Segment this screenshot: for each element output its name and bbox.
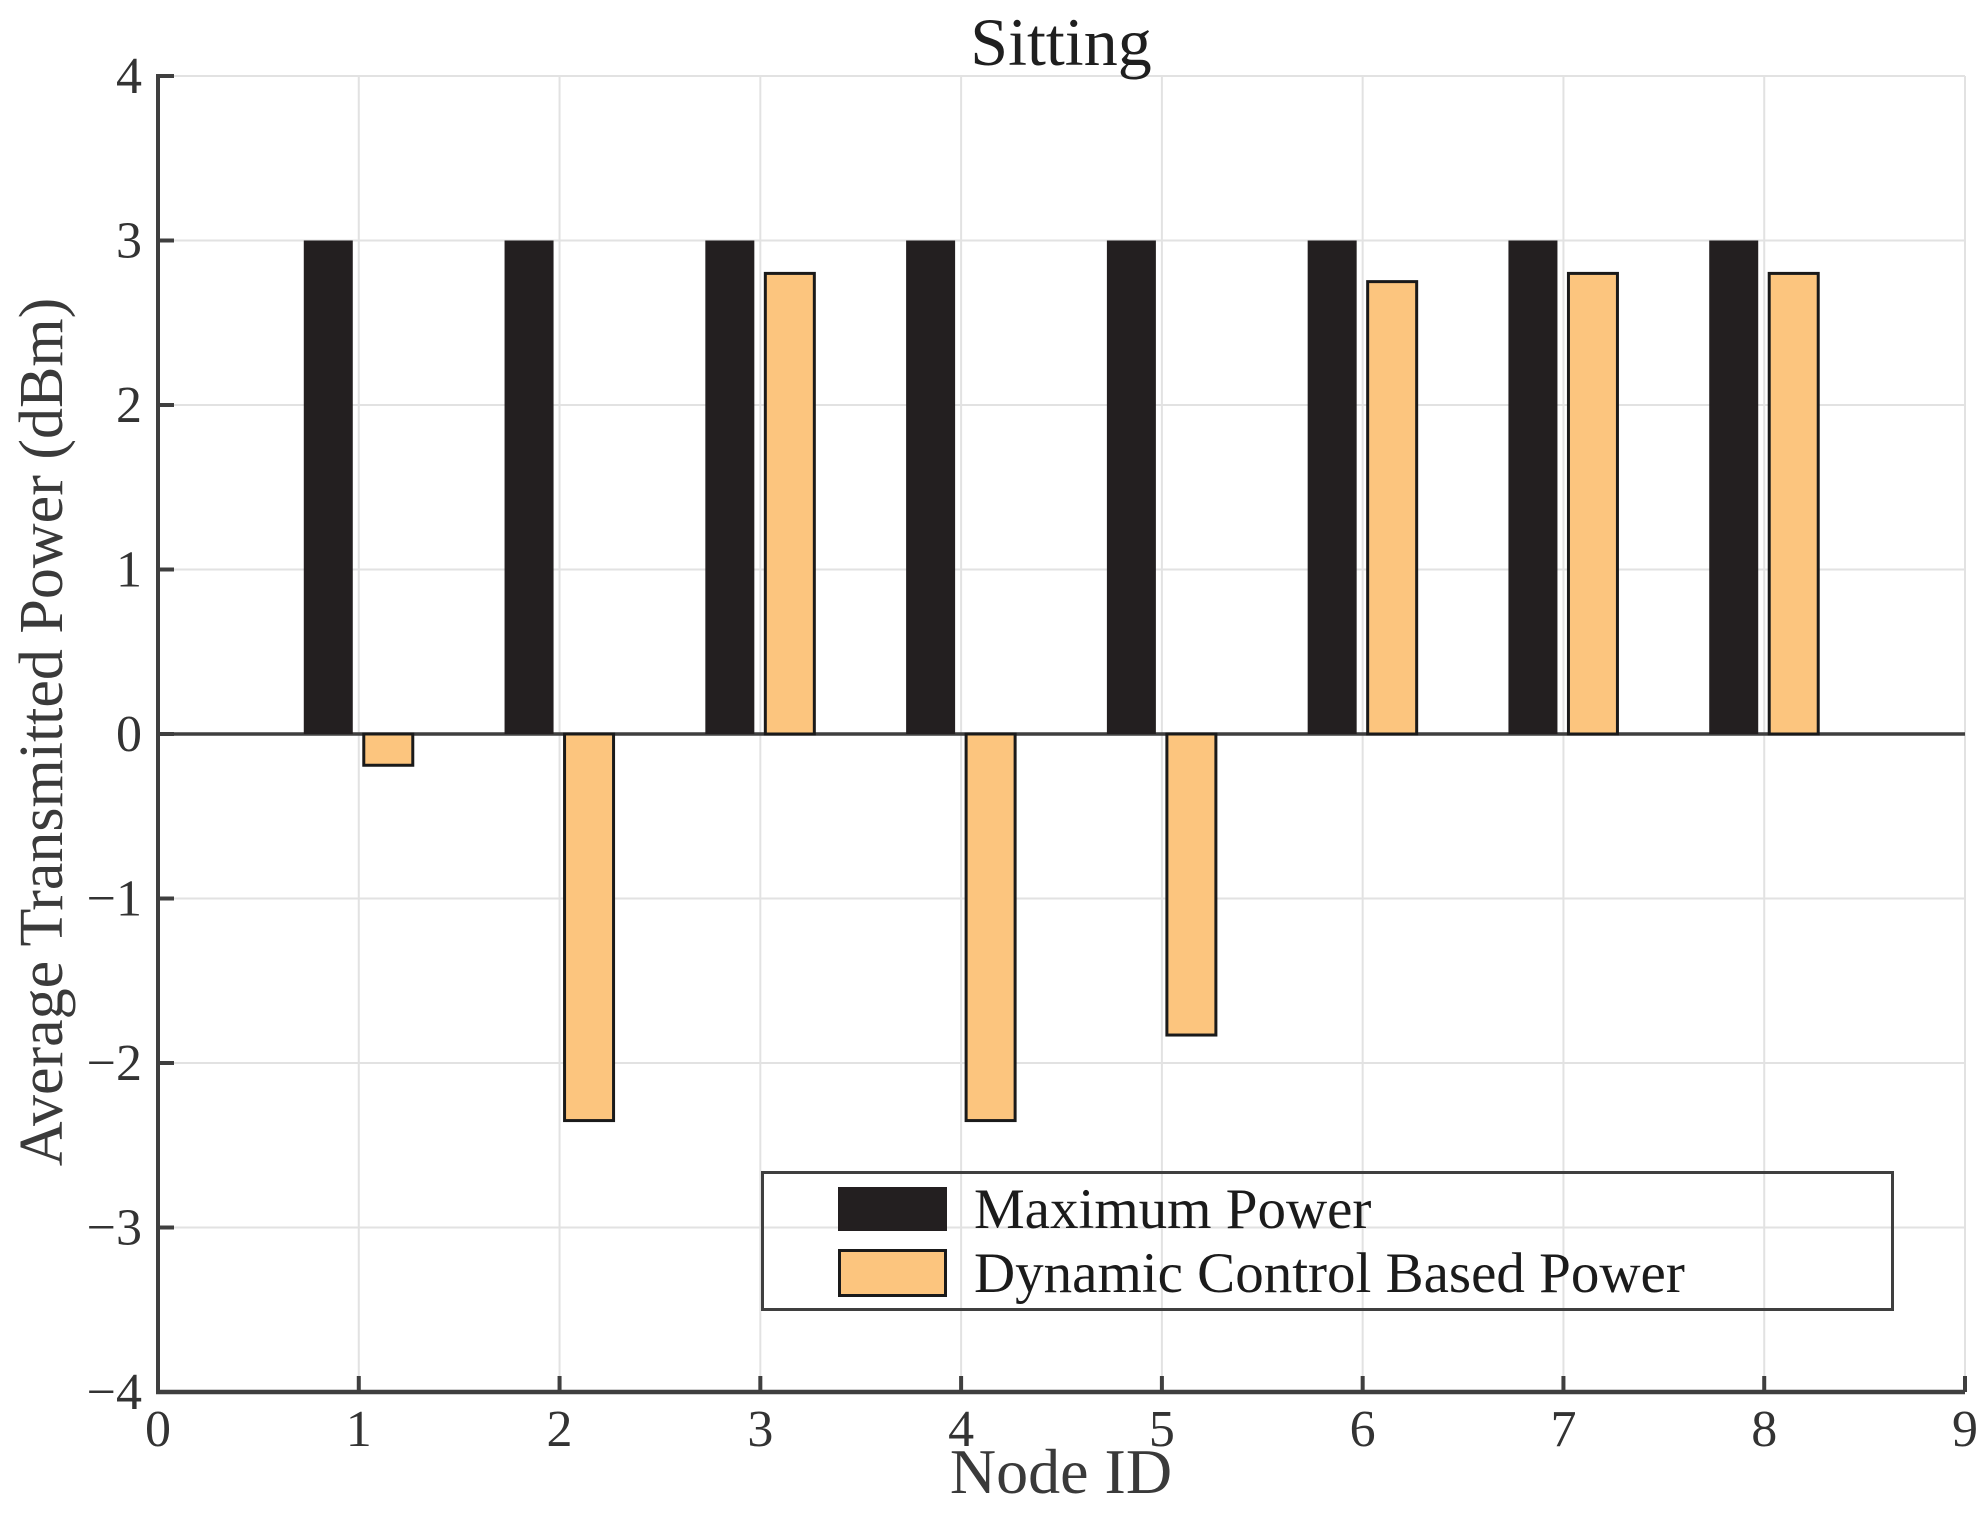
x-axis-label: Node ID: [949, 1436, 1173, 1507]
y-tick-label-0: 0: [116, 706, 142, 763]
x-tick-label-5: 5: [1149, 1401, 1175, 1458]
bar-dynamic-power-node-8: [1767, 271, 1820, 736]
x-tick-label-3: 3: [747, 1401, 773, 1458]
x-tick-label-8: 8: [1751, 1401, 1777, 1458]
bar-maximum-power-node-8: [1709, 240, 1759, 734]
bar-dynamic-power-node-3: [763, 271, 816, 736]
legend-item-maximum-power: Maximum Power: [764, 1178, 1891, 1240]
y-tick-label-3: 3: [116, 213, 142, 270]
legend-label-maximum-power: Maximum Power: [974, 1177, 1372, 1241]
bar-dynamic-power-node-7: [1566, 271, 1619, 736]
x-tick-label-0: 0: [145, 1401, 171, 1458]
legend-swatch-maximum-power: [838, 1187, 947, 1231]
y-axis-label: Average Transmitted Power (dBm): [8, 297, 76, 1167]
x-tick-label-6: 6: [1350, 1401, 1376, 1458]
y-tick-label--2: −2: [87, 1035, 142, 1092]
y-tick-label--4: −4: [87, 1364, 142, 1421]
bar-maximum-power-node-3: [705, 240, 755, 734]
legend-swatch-dynamic-power: [838, 1249, 947, 1297]
legend-item-dynamic-power: Dynamic Control Based Power: [764, 1242, 1891, 1304]
y-tick-label--3: −3: [87, 1200, 142, 1257]
bar-dynamic-power-node-4: [964, 732, 1017, 1123]
y-tick-label-1: 1: [116, 542, 142, 599]
bar-dynamic-power-node-5: [1165, 732, 1218, 1037]
bar-dynamic-power-node-2: [563, 732, 616, 1123]
y-tick-label-4: 4: [116, 48, 142, 105]
bar-maximum-power-node-6: [1307, 240, 1357, 734]
x-tick-label-4: 4: [948, 1401, 974, 1458]
y-tick-label-2: 2: [116, 377, 142, 434]
bar-dynamic-power-node-6: [1366, 280, 1419, 736]
y-tick-label--1: −1: [87, 871, 142, 928]
bar-maximum-power-node-4: [906, 240, 956, 734]
x-tick-label-2: 2: [547, 1401, 573, 1458]
x-tick-label-9: 9: [1952, 1401, 1978, 1458]
bar-maximum-power-node-2: [504, 240, 554, 734]
x-tick-label-1: 1: [346, 1401, 372, 1458]
bar-maximum-power-node-5: [1106, 240, 1156, 734]
legend-label-dynamic-power: Dynamic Control Based Power: [974, 1241, 1685, 1305]
x-tick-label-7: 7: [1550, 1401, 1576, 1458]
bar-maximum-power-node-1: [303, 240, 353, 734]
bar-dynamic-power-node-1: [362, 732, 415, 767]
bar-maximum-power-node-7: [1508, 240, 1558, 734]
legend: Maximum Power Dynamic Control Based Powe…: [761, 1171, 1894, 1311]
chart-title: Sitting: [970, 4, 1152, 80]
